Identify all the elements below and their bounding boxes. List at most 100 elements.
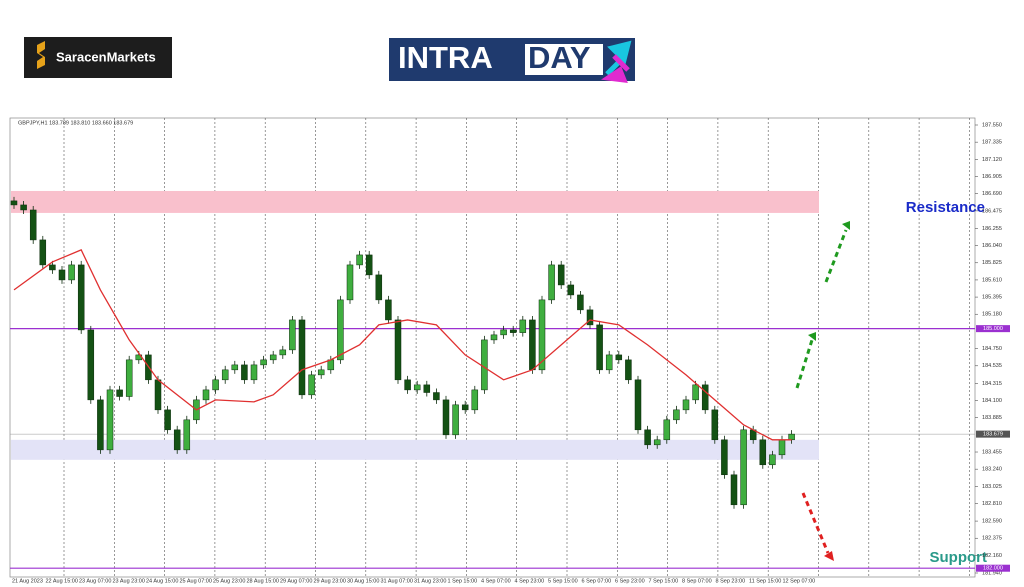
arrow-up-2 xyxy=(795,339,814,389)
x-tick-label: 6 Sep 07:00 xyxy=(582,578,612,584)
candle-body xyxy=(221,369,229,381)
x-tick-label: 6 Sep 23:00 xyxy=(615,578,645,584)
y-tick-label: 187.550 xyxy=(982,122,1002,128)
x-tick-label: 24 Aug 15:00 xyxy=(146,578,178,584)
y-tick-label: 185.395 xyxy=(982,295,1002,301)
candle-body xyxy=(673,409,680,421)
x-tick-label: 31 Aug 07:00 xyxy=(381,578,413,584)
level-tag xyxy=(976,564,1010,572)
x-tick-label: 29 Aug 23:00 xyxy=(314,578,346,584)
candle-body xyxy=(10,200,18,206)
candle-body xyxy=(97,399,104,451)
candle-body xyxy=(212,379,219,391)
zone xyxy=(11,439,819,460)
candle-body xyxy=(231,364,239,371)
candle-body xyxy=(279,349,287,356)
y-tick-label: 182.810 xyxy=(982,501,1002,507)
brand-icon xyxy=(37,41,45,69)
candle-body xyxy=(490,334,498,341)
candle-body xyxy=(788,433,795,441)
brand-box xyxy=(24,37,172,78)
candle-body xyxy=(740,429,747,506)
x-tick-label: 21 Aug 2023 xyxy=(12,578,43,584)
x-tick-label: 25 Aug 07:00 xyxy=(180,578,212,584)
candle-body xyxy=(663,419,671,441)
candle-body xyxy=(39,239,47,266)
candle-body xyxy=(250,364,258,381)
candle-body xyxy=(557,264,565,286)
candle-body xyxy=(692,384,699,401)
candle-body xyxy=(269,354,277,361)
zone-label: Support xyxy=(930,549,988,566)
arrow-down xyxy=(801,492,830,554)
candle-body xyxy=(625,359,632,381)
candle-body xyxy=(586,309,594,326)
candle-body xyxy=(241,364,248,381)
candle-body xyxy=(125,359,133,397)
y-tick-label: 186.475 xyxy=(982,208,1002,214)
y-tick-label: 183.885 xyxy=(982,415,1002,421)
candle-body xyxy=(634,379,642,431)
candle-body xyxy=(471,389,479,411)
candle-body xyxy=(548,264,555,301)
y-tick-label: 185.610 xyxy=(982,277,1002,283)
candle-body xyxy=(596,324,603,371)
x-tick-label: 30 Aug 15:00 xyxy=(347,578,379,584)
y-tick-label: 185.180 xyxy=(982,312,1002,318)
candle-body xyxy=(385,299,392,321)
candle-body xyxy=(442,399,450,436)
candle-body xyxy=(68,264,75,281)
candle-body xyxy=(413,384,421,391)
candle-body xyxy=(308,374,315,396)
candle-body xyxy=(682,399,690,411)
x-tick-label: 29 Aug 07:00 xyxy=(280,578,312,584)
candle-body xyxy=(394,319,402,381)
candle-body xyxy=(567,284,575,296)
candle-body xyxy=(461,404,469,411)
candle-body xyxy=(116,389,123,397)
x-tick-label: 23 Aug 07:00 xyxy=(79,578,111,584)
candle-body xyxy=(538,299,546,371)
y-tick-label: 184.535 xyxy=(982,363,1002,369)
x-tick-label: 1 Sep 15:00 xyxy=(448,578,478,584)
zone xyxy=(11,190,819,213)
y-tick-label: 185.825 xyxy=(982,260,1002,266)
candle-body xyxy=(154,379,162,411)
level-tag xyxy=(976,325,1010,333)
logo-left: INTRA xyxy=(398,40,493,75)
y-tick-label: 182.590 xyxy=(982,519,1002,525)
x-tick-label: 12 Sep 07:00 xyxy=(783,578,816,584)
arrow-head xyxy=(808,332,816,341)
candle-body xyxy=(202,389,210,401)
y-tick-label: 186.905 xyxy=(982,174,1002,180)
level-tag xyxy=(976,430,1010,438)
x-tick-label: 7 Sep 15:00 xyxy=(649,578,679,584)
y-tick-label: 181.940 xyxy=(982,570,1002,576)
candle-body xyxy=(730,474,738,506)
candle-body xyxy=(778,439,786,456)
y-tick-label: 187.120 xyxy=(982,157,1002,163)
x-tick-label: 28 Aug 15:00 xyxy=(247,578,279,584)
y-tick-label: 187.335 xyxy=(982,140,1002,146)
level-label: 182.000 xyxy=(983,566,1003,572)
candle-body xyxy=(433,392,440,401)
candle-body xyxy=(404,379,411,391)
logo-highlight xyxy=(525,44,603,75)
x-tick-label: 5 Sep 15:00 xyxy=(548,578,578,584)
candle-body xyxy=(77,264,85,331)
candle-body xyxy=(653,439,661,446)
candle-body xyxy=(500,329,507,336)
candle-body xyxy=(49,264,56,271)
candle-body xyxy=(317,369,325,376)
x-tick-label: 4 Sep 23:00 xyxy=(515,578,545,584)
brand: SaracenMarkets xyxy=(56,49,156,64)
y-tick-label: 183.025 xyxy=(982,484,1002,490)
candle-body xyxy=(58,269,66,281)
candle-body xyxy=(721,439,728,476)
candle-body xyxy=(375,274,383,301)
candle-body xyxy=(164,409,171,431)
candle-body xyxy=(260,359,267,366)
candle-body xyxy=(605,354,613,371)
y-tick-label: 186.040 xyxy=(982,243,1002,249)
